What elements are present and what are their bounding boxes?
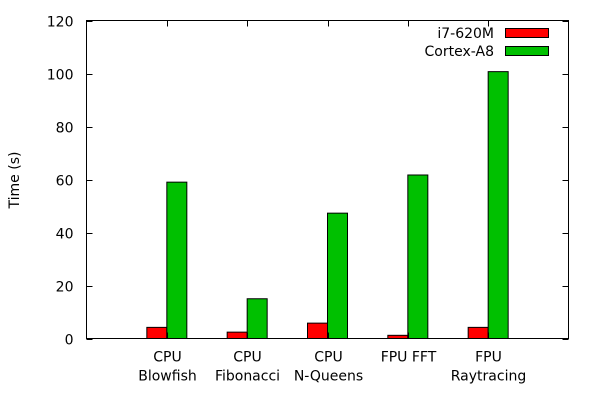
bar-i7-620m xyxy=(467,326,489,339)
bar-cortex-a8 xyxy=(327,212,348,339)
y-tick-label: 20 xyxy=(56,280,74,296)
y-tick-label: 120 xyxy=(47,15,74,31)
bar-cortex-a8 xyxy=(246,298,268,339)
x-category-label: CPU xyxy=(153,350,181,366)
bar-cortex-a8 xyxy=(166,181,188,339)
y-tick-label: 100 xyxy=(47,68,74,84)
y-axis-label: Time (s) xyxy=(7,152,23,210)
bar-i7-620m xyxy=(307,322,328,340)
x-category-label: FPU FFT xyxy=(381,350,437,366)
x-category-label: Fibonacci xyxy=(215,369,280,385)
legend: i7-620M Cortex-A8 xyxy=(425,26,549,60)
bar-cortex-a8 xyxy=(487,71,509,340)
x-axis-category-labels: CPU Blowfish CPU Fibonacci CPU N-Queens FPU FF… xyxy=(138,20,526,385)
x-category-label: FPU xyxy=(475,350,502,366)
x-category-label: Blowfish xyxy=(138,369,197,385)
y-axis-ticks: 0 20 40 60 80 100 120 xyxy=(47,15,569,349)
legend-label: i7-620M xyxy=(437,26,494,42)
y-tick-label: 60 xyxy=(56,174,74,190)
legend-swatch xyxy=(505,28,549,38)
x-category-label: N-Queens xyxy=(294,369,363,385)
x-category-label: CPU xyxy=(314,350,342,366)
bar-i7-620m xyxy=(146,326,168,339)
x-category-label: Raytracing xyxy=(451,369,526,385)
bar-cortex-a8 xyxy=(407,174,429,339)
x-category-label: CPU xyxy=(233,350,261,366)
y-tick-label: 40 xyxy=(56,227,74,243)
y-tick-label: 0 xyxy=(65,333,74,349)
legend-swatch xyxy=(505,46,549,56)
plot-frame xyxy=(86,20,569,339)
bars xyxy=(146,71,509,340)
legend-label: Cortex-A8 xyxy=(425,44,494,60)
bar-i7-620m xyxy=(226,331,248,340)
y-tick-label: 80 xyxy=(56,121,74,137)
